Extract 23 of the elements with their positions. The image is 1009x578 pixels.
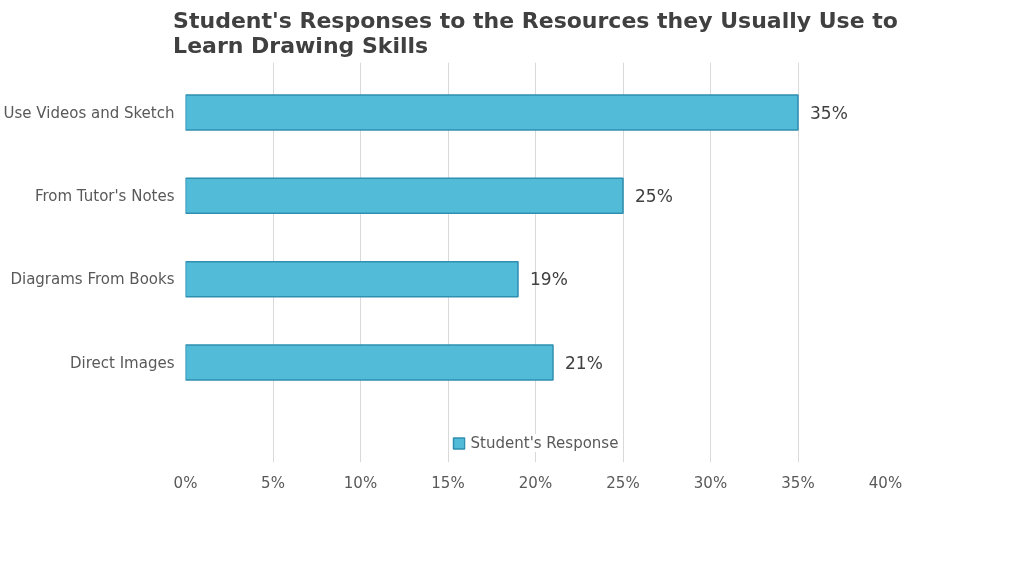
chart-title: Student's Responses to the Resources they Usually Use to Learn Drawing Skills (173, 7, 898, 58)
data-label: 19% (530, 269, 568, 290)
bar (185, 260, 519, 298)
x-tick-label: 35% (781, 473, 815, 492)
x-tick-label: 5% (261, 473, 285, 492)
y-tick-label: Diagrams From Books (10, 270, 175, 289)
data-label: 35% (810, 102, 848, 123)
bar (185, 177, 624, 215)
legend-label: Student's Response (470, 434, 619, 452)
bar (185, 344, 554, 381)
x-tick-label: 40% (868, 473, 903, 492)
data-label: 21% (565, 352, 603, 373)
x-tick-label: 20% (518, 473, 553, 492)
x-tick-label: 10% (343, 473, 378, 492)
y-tick-label: Direct Images (70, 353, 175, 372)
x-tick-label: 30% (693, 473, 728, 492)
y-tick-label: From Tutor's Notes (34, 186, 175, 205)
x-tick-label: 25% (606, 473, 640, 492)
data-label: 25% (635, 185, 673, 206)
y-tick-label: Use Videos and Sketch (3, 103, 175, 122)
bar (185, 94, 799, 131)
x-tick-label: 0% (173, 473, 198, 492)
x-tick-label: 15% (431, 473, 465, 492)
